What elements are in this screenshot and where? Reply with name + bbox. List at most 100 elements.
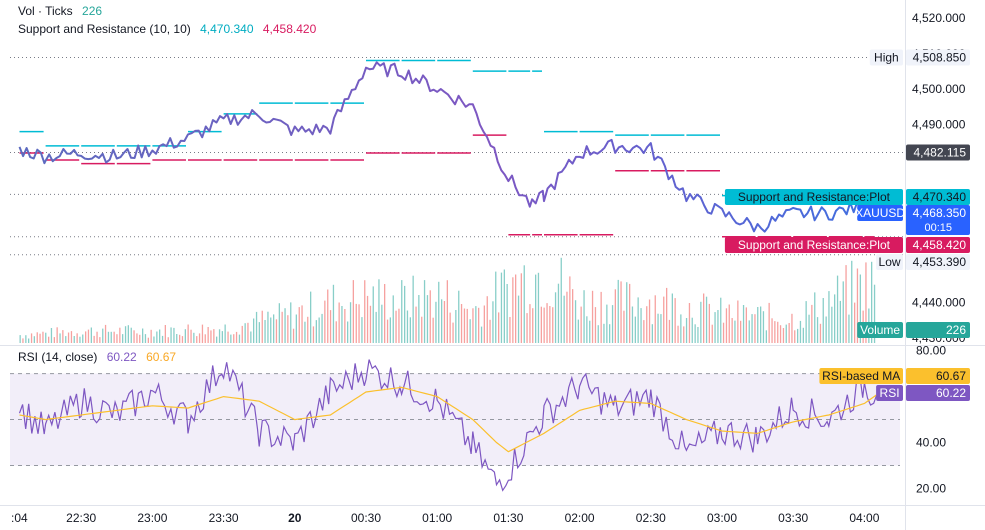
volume-bar bbox=[284, 308, 286, 343]
last-close-tag-value: 4,482.115 bbox=[914, 146, 967, 160]
volume-bar bbox=[193, 332, 195, 343]
volume-bar bbox=[39, 333, 41, 343]
volume-bar bbox=[369, 305, 372, 343]
volume-bar bbox=[560, 257, 562, 343]
volume-bar bbox=[298, 307, 300, 343]
volume-bar bbox=[136, 333, 138, 343]
resistance-tag-label-box bbox=[724, 189, 903, 205]
time-axis-tick: 00:30 bbox=[351, 511, 381, 525]
volume-bar bbox=[626, 282, 628, 343]
volume-bar bbox=[446, 280, 448, 343]
volume-bar bbox=[805, 301, 807, 343]
volume-bar bbox=[33, 336, 35, 343]
volume-bar bbox=[774, 321, 776, 343]
volume-bar bbox=[62, 330, 64, 343]
volume-bar bbox=[816, 317, 819, 343]
volume-bar bbox=[375, 311, 377, 343]
volume-bar bbox=[851, 260, 853, 343]
volume-bar bbox=[150, 329, 152, 343]
volume-bar bbox=[110, 331, 112, 343]
volume-bar bbox=[104, 324, 107, 343]
volume-legend[interactable]: Vol · Ticks 226 bbox=[18, 3, 102, 19]
volume-bar bbox=[401, 280, 403, 343]
volume-bar bbox=[762, 311, 765, 343]
volume-bar bbox=[198, 333, 201, 343]
volume-bar bbox=[247, 322, 249, 343]
volume-bar bbox=[45, 332, 47, 343]
price-axis[interactable]: 4,520.0004,510.0004,500.0004,490.0004,44… bbox=[912, 11, 966, 496]
volume-bar bbox=[116, 334, 118, 343]
rsi-legend-label: RSI (14, close) bbox=[18, 350, 98, 364]
last-close-tag-value-box bbox=[906, 144, 970, 161]
volume-bar bbox=[170, 327, 172, 343]
volume-bar bbox=[176, 334, 178, 343]
time-axis[interactable]: :04 22:30 23:00 23:30 20 00:30 01:00 01:30 02:00… bbox=[11, 511, 880, 525]
volume-bar bbox=[666, 287, 668, 343]
volume-bar bbox=[107, 331, 110, 343]
symbol-tag-label-box bbox=[857, 205, 903, 221]
volume-bar bbox=[745, 307, 747, 343]
volume-bar bbox=[93, 335, 95, 343]
time-axis-tick: 20 bbox=[288, 511, 302, 525]
volume-bar bbox=[509, 317, 511, 343]
volume-bar bbox=[278, 303, 280, 343]
volume-bar bbox=[688, 303, 691, 343]
volume-bar bbox=[680, 314, 682, 343]
volume-bar bbox=[144, 334, 147, 343]
high-tag-value: 4,508.850 bbox=[913, 50, 967, 64]
volume-bar bbox=[164, 325, 166, 343]
volume-bar bbox=[717, 310, 719, 343]
price-axis-tick: 4,520.000 bbox=[912, 11, 966, 25]
volume-bar bbox=[634, 316, 636, 343]
volume-bar bbox=[321, 313, 323, 343]
volume-bar bbox=[694, 324, 696, 343]
volume-bar bbox=[213, 329, 215, 343]
volume-bar bbox=[230, 334, 232, 343]
rsi-pane bbox=[18, 359, 877, 492]
volume-bar bbox=[725, 308, 728, 343]
volume-bar bbox=[845, 265, 847, 343]
volume-bar bbox=[378, 279, 380, 343]
volume-bar bbox=[173, 327, 175, 343]
volume-bar bbox=[609, 324, 611, 343]
volume-bar bbox=[207, 327, 209, 343]
low-tag-value-box bbox=[906, 254, 970, 270]
rsi-line bbox=[18, 359, 877, 492]
volume-bar bbox=[871, 261, 873, 343]
volume-bar bbox=[181, 336, 184, 343]
volume-bar bbox=[48, 336, 50, 343]
volume-bar bbox=[500, 272, 503, 343]
volume-bar bbox=[167, 337, 169, 343]
volume-bar bbox=[614, 289, 616, 343]
volume-bar bbox=[811, 304, 813, 343]
volume-bar bbox=[133, 330, 135, 343]
volume-bar bbox=[187, 324, 189, 343]
volume-bar bbox=[537, 272, 540, 343]
volume-bar bbox=[443, 301, 446, 343]
volume-bar bbox=[409, 317, 411, 343]
volume-bar bbox=[372, 286, 374, 343]
volume-bar bbox=[329, 310, 332, 343]
volume-bar bbox=[751, 314, 753, 343]
volume-bar bbox=[312, 326, 315, 343]
support-resistance-lines bbox=[19, 59, 875, 238]
volume-bar bbox=[352, 280, 354, 343]
time-axis-tick: 22:30 bbox=[66, 511, 96, 525]
volume-bar bbox=[594, 307, 597, 343]
volume-bar bbox=[554, 292, 557, 343]
volume-bar bbox=[808, 314, 810, 343]
volume-bar bbox=[406, 310, 409, 343]
volume-bar bbox=[785, 324, 787, 343]
volume-bar bbox=[218, 329, 221, 343]
rsi-legend[interactable]: RSI (14, close) 60.22 60.67 bbox=[18, 349, 176, 365]
volume-bar bbox=[597, 325, 599, 343]
volume-bar bbox=[235, 331, 238, 343]
volume-bar bbox=[700, 301, 702, 343]
time-axis-tick: 01:00 bbox=[422, 511, 452, 525]
volume-bar bbox=[290, 302, 292, 343]
volume-bar bbox=[512, 277, 514, 343]
sr-legend[interactable]: Support and Resistance (10, 10) 4,470.34… bbox=[18, 21, 316, 37]
volume-bar bbox=[159, 329, 161, 343]
volume-bar bbox=[201, 324, 204, 343]
